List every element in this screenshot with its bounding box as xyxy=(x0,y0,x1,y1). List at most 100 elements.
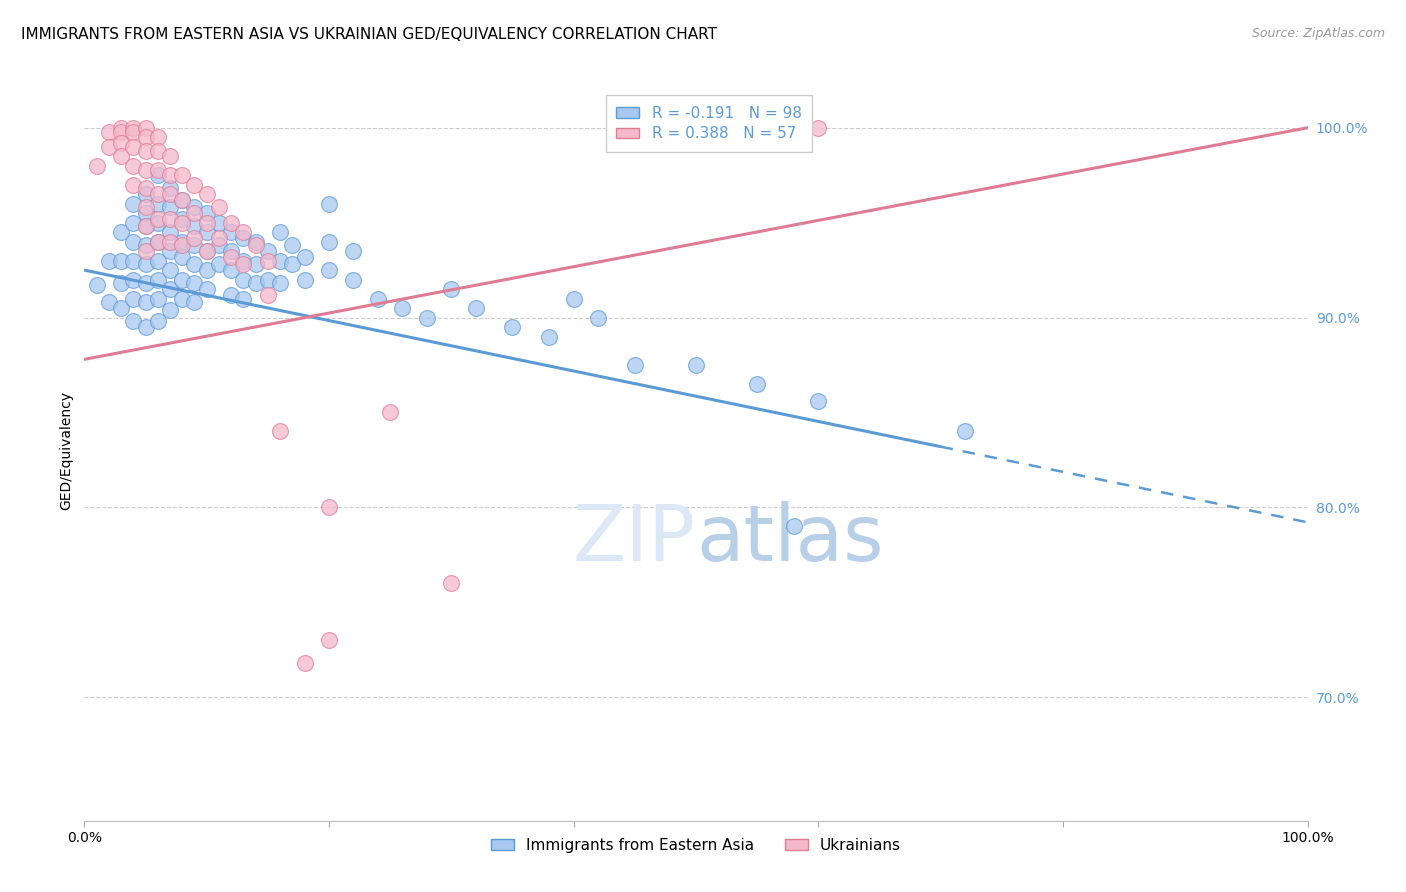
Point xyxy=(122,120,145,135)
Point xyxy=(97,139,120,153)
Point xyxy=(232,253,254,268)
Point xyxy=(135,257,157,271)
Point xyxy=(440,576,463,591)
Point xyxy=(502,320,524,334)
Point xyxy=(122,253,145,268)
Point xyxy=(464,301,486,315)
Point xyxy=(269,277,291,291)
Point xyxy=(208,201,231,215)
Point xyxy=(159,201,181,215)
Point xyxy=(97,253,120,268)
Point xyxy=(135,219,157,234)
Point xyxy=(342,244,364,259)
Point xyxy=(135,162,157,177)
Point xyxy=(219,216,242,230)
Point xyxy=(183,277,205,291)
Point xyxy=(232,272,254,286)
Point xyxy=(159,168,181,182)
Point xyxy=(97,295,120,310)
Point xyxy=(146,253,169,268)
Point xyxy=(195,225,218,239)
Point xyxy=(172,193,194,207)
Point xyxy=(135,130,157,145)
Point xyxy=(110,149,132,163)
Point xyxy=(219,263,242,277)
Point xyxy=(172,168,194,182)
Point xyxy=(122,292,145,306)
Point xyxy=(257,244,280,259)
Point xyxy=(110,124,132,138)
Point xyxy=(172,193,194,207)
Point xyxy=(380,405,402,419)
Point xyxy=(159,225,181,239)
Point xyxy=(183,295,205,310)
Point xyxy=(135,295,157,310)
Point xyxy=(135,219,157,234)
Point xyxy=(562,292,585,306)
Point xyxy=(747,377,769,392)
Point xyxy=(183,178,205,192)
Point xyxy=(172,235,194,249)
Point xyxy=(318,500,340,515)
Point xyxy=(172,292,194,306)
Point xyxy=(281,257,304,271)
Point xyxy=(135,277,157,291)
Point xyxy=(807,120,830,135)
Point xyxy=(122,196,145,211)
Point xyxy=(624,358,647,372)
Point xyxy=(86,278,108,293)
Text: Source: ZipAtlas.com: Source: ZipAtlas.com xyxy=(1251,27,1385,40)
Point xyxy=(146,144,169,158)
Point xyxy=(172,250,194,264)
Point xyxy=(146,211,169,226)
Point xyxy=(183,231,205,245)
Point xyxy=(146,162,169,177)
Point xyxy=(159,235,181,249)
Point xyxy=(219,250,242,264)
Point xyxy=(122,178,145,192)
Point xyxy=(342,272,364,286)
Point xyxy=(146,187,169,202)
Point xyxy=(685,358,707,372)
Point xyxy=(208,216,231,230)
Point xyxy=(183,201,205,215)
Point xyxy=(146,314,169,328)
Point xyxy=(245,238,267,252)
Point xyxy=(146,168,169,182)
Text: atlas: atlas xyxy=(696,501,883,577)
Point xyxy=(183,219,205,234)
Point xyxy=(97,124,120,138)
Point xyxy=(294,656,316,670)
Point xyxy=(122,216,145,230)
Point xyxy=(122,235,145,249)
Point xyxy=(232,231,254,245)
Point xyxy=(195,244,218,259)
Point xyxy=(159,263,181,277)
Point xyxy=(538,329,561,343)
Point xyxy=(391,301,413,315)
Text: IMMIGRANTS FROM EASTERN ASIA VS UKRAINIAN GED/EQUIVALENCY CORRELATION CHART: IMMIGRANTS FROM EASTERN ASIA VS UKRAINIA… xyxy=(21,27,717,42)
Point xyxy=(183,257,205,271)
Text: ZIP: ZIP xyxy=(574,501,696,577)
Point xyxy=(195,206,218,220)
Point xyxy=(318,263,340,277)
Point xyxy=(146,235,169,249)
Point xyxy=(586,310,609,325)
Point xyxy=(294,272,316,286)
Point xyxy=(318,633,340,648)
Point xyxy=(159,244,181,259)
Point xyxy=(172,272,194,286)
Point xyxy=(245,277,267,291)
Point xyxy=(269,225,291,239)
Point xyxy=(269,253,291,268)
Point xyxy=(135,206,157,220)
Point xyxy=(208,238,231,252)
Point xyxy=(159,211,181,226)
Point xyxy=(135,201,157,215)
Point xyxy=(232,292,254,306)
Point xyxy=(953,425,976,439)
Point xyxy=(195,282,218,296)
Point xyxy=(135,187,157,202)
Point xyxy=(146,272,169,286)
Point xyxy=(219,244,242,259)
